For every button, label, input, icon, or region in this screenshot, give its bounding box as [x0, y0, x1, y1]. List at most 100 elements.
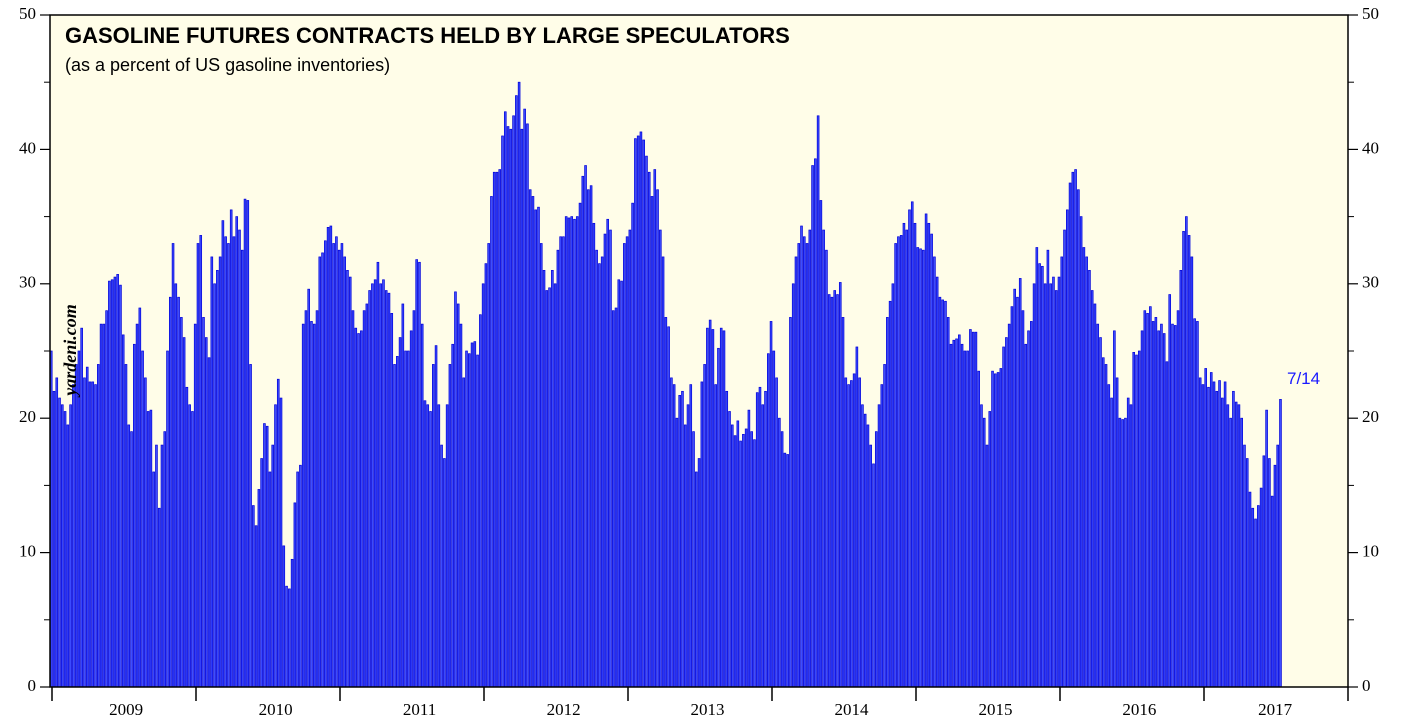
- bar: [642, 139, 645, 688]
- bar: [171, 243, 175, 688]
- bar: [412, 310, 416, 688]
- bar: [625, 236, 629, 688]
- bar: [567, 217, 571, 688]
- bar: [1041, 265, 1044, 688]
- bar: [908, 209, 911, 688]
- bar: [484, 263, 488, 688]
- bar: [340, 243, 344, 688]
- bar: [1027, 330, 1030, 688]
- bar: [288, 588, 291, 688]
- bar: [623, 243, 626, 688]
- bar: [753, 439, 756, 688]
- bar: [819, 200, 823, 688]
- bar: [168, 296, 172, 688]
- bar: [872, 463, 875, 688]
- bar: [1229, 417, 1232, 688]
- bar: [811, 165, 814, 688]
- bar: [216, 270, 219, 688]
- bar: [728, 411, 731, 688]
- bar: [512, 115, 515, 688]
- bar: [933, 256, 936, 688]
- bar: [1276, 444, 1279, 688]
- bar: [675, 417, 679, 688]
- bar: [980, 404, 983, 688]
- bar: [1063, 229, 1066, 688]
- bar: [240, 249, 244, 688]
- bar: [407, 350, 410, 688]
- bar: [1182, 231, 1185, 688]
- y2-tick-label: 10: [1362, 542, 1379, 561]
- bar: [517, 81, 521, 688]
- bar: [1251, 507, 1255, 688]
- bar: [77, 350, 81, 688]
- bar: [708, 319, 712, 688]
- bar: [645, 155, 648, 688]
- bar: [545, 290, 549, 688]
- bar: [897, 236, 900, 688]
- bar: [553, 283, 557, 688]
- bar: [1243, 444, 1246, 688]
- bar: [1140, 330, 1144, 688]
- bar: [376, 261, 380, 688]
- bar: [299, 464, 302, 688]
- bar: [492, 171, 496, 688]
- bar: [556, 249, 560, 688]
- y-tick-label: 30: [19, 273, 36, 292]
- bar: [149, 409, 153, 688]
- bar: [780, 431, 784, 688]
- bar: [1016, 296, 1019, 688]
- bar: [390, 313, 394, 688]
- bar: [739, 440, 742, 688]
- bar: [249, 364, 252, 688]
- bar: [1248, 491, 1252, 688]
- bar: [1126, 397, 1130, 688]
- bar: [755, 392, 759, 688]
- bar: [58, 397, 61, 688]
- bar: [94, 384, 97, 688]
- bar: [1157, 330, 1160, 688]
- bar: [141, 350, 144, 688]
- bar: [584, 165, 587, 688]
- bar: [1212, 381, 1216, 688]
- y2-tick-label: 0: [1362, 676, 1371, 695]
- bar: [982, 417, 986, 688]
- bar: [631, 202, 634, 688]
- bar: [124, 364, 128, 688]
- bar: [1193, 318, 1196, 688]
- bar: [838, 282, 842, 688]
- bar: [531, 196, 535, 688]
- bar: [481, 283, 485, 688]
- bar: [88, 381, 92, 688]
- bar: [955, 338, 958, 688]
- bar: [1226, 404, 1230, 688]
- bar: [570, 216, 574, 688]
- bar: [891, 283, 895, 688]
- bar: [1032, 283, 1036, 688]
- bar: [747, 409, 751, 688]
- bar: [55, 377, 59, 688]
- bar: [775, 377, 778, 688]
- bar: [634, 138, 637, 688]
- bar: [916, 247, 920, 688]
- bar: [99, 323, 103, 688]
- bar: [1110, 397, 1113, 688]
- bar: [146, 411, 150, 688]
- bar: [1176, 310, 1180, 688]
- bar: [1066, 209, 1069, 688]
- y-tick-label: 20: [19, 407, 36, 426]
- bar: [661, 256, 665, 688]
- bar: [1232, 390, 1235, 688]
- bar: [182, 337, 186, 688]
- bar: [1060, 256, 1064, 688]
- bar: [279, 397, 283, 688]
- bar: [423, 400, 427, 688]
- bar: [656, 189, 659, 688]
- bar: [628, 229, 632, 688]
- bar: [742, 433, 745, 688]
- bar: [869, 444, 873, 688]
- bar: [1021, 310, 1025, 688]
- bar: [855, 346, 859, 688]
- bar: [528, 189, 532, 688]
- bar: [91, 381, 95, 688]
- bar: [1165, 361, 1169, 688]
